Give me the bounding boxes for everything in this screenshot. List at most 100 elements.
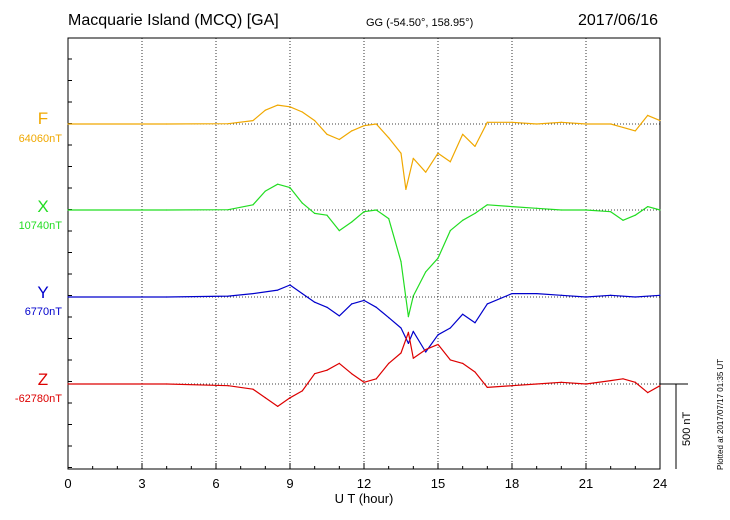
data-point-y [407, 342, 409, 345]
data-point-f [647, 114, 649, 116]
data-point-x [338, 230, 340, 232]
data-point-f [622, 126, 624, 129]
data-point-f [314, 119, 316, 122]
data-point-f [425, 171, 427, 173]
data-point-f [474, 145, 476, 147]
data-point-z [314, 373, 316, 375]
data-point-z [659, 385, 661, 387]
x-tick-label: 24 [653, 476, 667, 491]
data-point-z [425, 349, 427, 351]
data-point-x [264, 190, 266, 192]
data-point-z [486, 386, 488, 389]
data-point-x [560, 209, 562, 211]
data-point-f [289, 106, 291, 108]
data-point-z [622, 378, 624, 380]
data-point-z [462, 362, 464, 364]
data-point-z [351, 373, 353, 375]
data-point-x [462, 219, 464, 221]
data-point-x [166, 209, 168, 211]
data-point-f [634, 130, 636, 132]
data-point-z [363, 381, 365, 383]
data-point-y [375, 306, 377, 308]
data-point-z [67, 383, 69, 385]
data-point-y [67, 296, 69, 298]
data-point-y [351, 303, 353, 305]
data-point-x [314, 212, 316, 215]
data-point-z [536, 383, 538, 385]
data-point-x [585, 209, 587, 211]
component-label-y: Y [37, 283, 48, 302]
data-point-x [400, 261, 402, 263]
data-point-x [301, 202, 303, 204]
data-point-x [363, 211, 365, 213]
data-point-z [634, 381, 636, 383]
station-coordinates: GG (-54.50°, 158.95°) [366, 17, 474, 29]
baseline-value-y: 6770nT [25, 306, 63, 318]
data-point-z [289, 397, 291, 399]
x-tick-label: 21 [579, 476, 593, 491]
data-point-z [412, 357, 414, 359]
data-point-y [536, 292, 538, 295]
data-point-f [67, 123, 69, 125]
data-point-y [474, 322, 476, 324]
data-point-z [301, 390, 303, 392]
component-label-x: X [37, 197, 48, 216]
data-point-x [634, 214, 636, 216]
data-point-y [585, 296, 587, 298]
data-point-f [264, 109, 266, 111]
component-label-z: Z [38, 370, 48, 389]
x-tick-label: 0 [64, 476, 71, 491]
chart-date: 2017/06/16 [578, 12, 659, 29]
data-point-y [511, 292, 513, 295]
data-point-y [227, 295, 229, 297]
data-point-y [486, 303, 488, 305]
data-point-z [610, 379, 612, 382]
x-tick-label: 9 [286, 476, 293, 491]
data-point-y [388, 317, 390, 319]
data-point-y [659, 294, 661, 296]
data-point-x [486, 204, 488, 206]
data-point-x [351, 221, 353, 223]
data-point-f [585, 123, 587, 125]
data-point-y [610, 294, 612, 296]
data-point-f [412, 157, 414, 159]
data-point-f [462, 133, 464, 135]
data-point-x [622, 219, 624, 221]
data-point-x [610, 211, 612, 213]
x-tick-label: 18 [505, 476, 519, 491]
data-point-f [326, 133, 328, 135]
data-point-y [437, 334, 439, 336]
data-point-f [277, 104, 279, 106]
baseline-value-x: 10740nT [19, 220, 63, 232]
data-point-f [252, 119, 254, 122]
data-point-y [301, 292, 303, 295]
data-point-y [425, 351, 427, 353]
data-point-z [277, 405, 279, 407]
data-point-z [338, 362, 340, 364]
data-point-x [449, 230, 451, 232]
data-point-f [227, 123, 229, 125]
data-point-y [289, 284, 291, 286]
data-point-f [560, 121, 562, 123]
data-point-z [407, 331, 409, 333]
series-line-y [68, 284, 661, 353]
chart-title: Macquarie Island (MCQ) [GA] [68, 12, 279, 29]
data-point-f [511, 121, 513, 123]
data-point-z [437, 343, 439, 346]
data-point-x [647, 205, 649, 208]
data-point-f [375, 123, 377, 125]
data-point-y [412, 330, 414, 332]
x-tick-label: 6 [212, 476, 219, 491]
data-point-x [511, 205, 513, 208]
data-point-x [659, 209, 661, 211]
data-point-z [264, 397, 266, 399]
data-point-z [474, 371, 476, 373]
data-point-x [326, 214, 328, 216]
data-point-x [412, 295, 414, 297]
data-point-f [536, 123, 538, 125]
data-point-x [277, 183, 279, 185]
baseline-value-z: -62780nT [15, 393, 62, 405]
data-point-f [659, 119, 661, 122]
data-point-z [449, 359, 451, 361]
data-point-x [227, 209, 229, 211]
